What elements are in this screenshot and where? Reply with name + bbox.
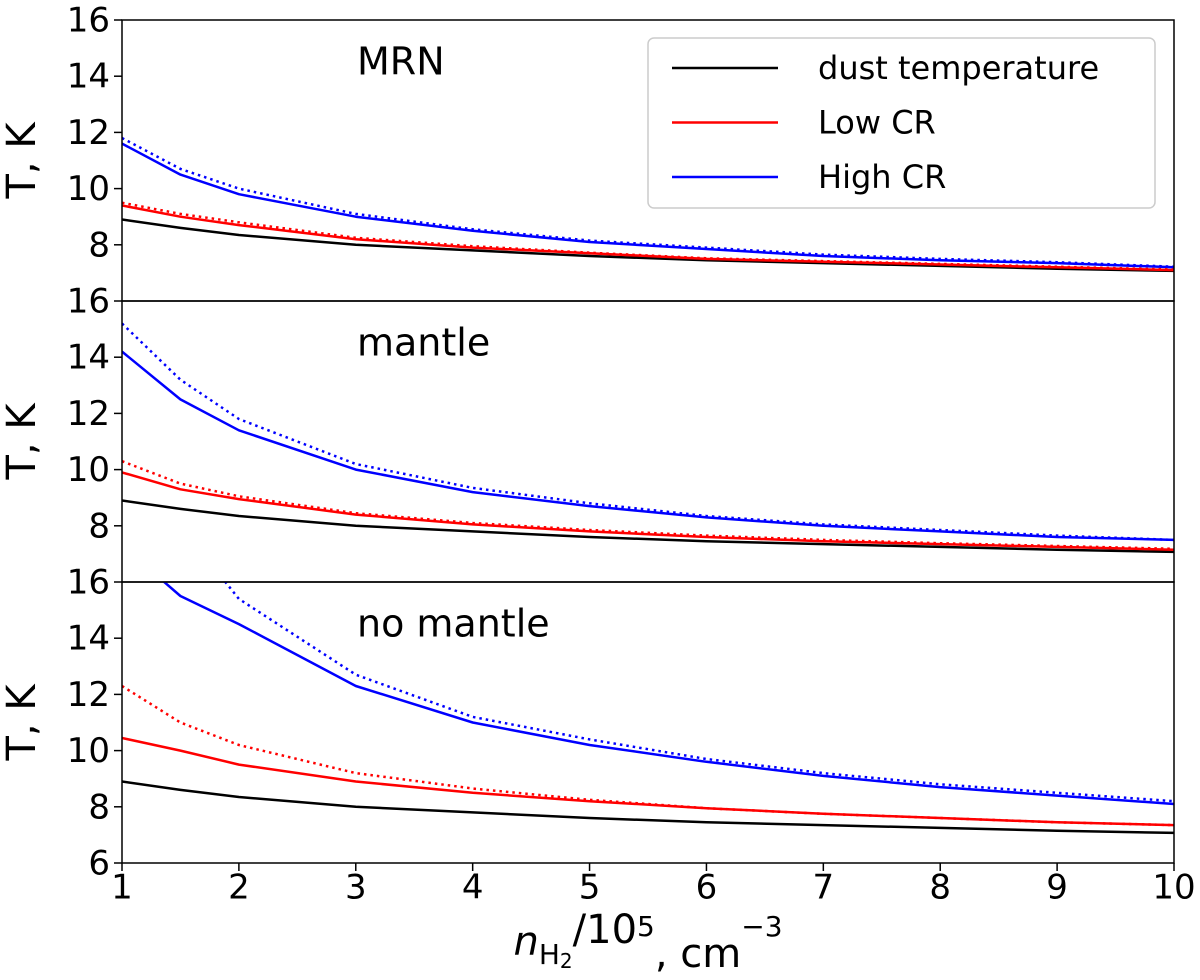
x-tick-label: 6: [696, 868, 718, 908]
legend-label: High CR: [818, 158, 946, 196]
x-axis-label-part: H: [539, 938, 560, 971]
line: [122, 499, 1174, 554]
x-tick-label: 2: [228, 868, 250, 908]
line: [122, 204, 1174, 272]
x-tick-label: 8: [929, 868, 951, 908]
x-tick-label: 10: [1152, 868, 1195, 908]
x-tick-label: 3: [345, 868, 367, 908]
y-tick-label: 14: [67, 57, 110, 97]
legend-box: [647, 37, 1156, 209]
x-axis-label-part: −3: [741, 910, 782, 943]
x-axis-label-part: , cm: [655, 931, 741, 977]
y-tick-label: 10: [67, 169, 110, 209]
line: [122, 322, 1174, 542]
x-axis-label-part: 2: [560, 949, 573, 973]
y-axis-label: T, K: [0, 121, 45, 200]
line: [223, 582, 1174, 803]
y-axis-label: T, K: [0, 402, 45, 481]
x-tick-label: 5: [579, 868, 601, 908]
x-axis-label-part: 5: [637, 910, 655, 943]
line: [122, 350, 1174, 542]
y-tick-label: 16: [67, 1, 110, 41]
x-axis-label-part: /10: [573, 907, 637, 953]
line: [122, 218, 1174, 273]
y-tick-label: 14: [67, 338, 110, 378]
x-tick-label: 9: [1046, 868, 1068, 908]
line: [122, 460, 1174, 551]
line: [122, 201, 1174, 271]
y-tick-label: 14: [67, 619, 110, 659]
x-tick-label: 4: [462, 868, 484, 908]
x-axis-label-part: n: [513, 919, 538, 965]
y-tick-label: 16: [67, 563, 110, 603]
panel-label: MRN: [357, 40, 445, 84]
line: [162, 582, 1174, 806]
y-tick-label: 6: [88, 844, 110, 884]
y-tick-label: 10: [67, 731, 110, 771]
y-tick-label: 16: [67, 282, 110, 322]
plot-area: [122, 322, 1174, 554]
y-tick-label: 12: [67, 113, 110, 153]
y-tick-label: 8: [88, 506, 110, 546]
x-tick-label: 7: [813, 868, 835, 908]
line: [122, 780, 1174, 835]
plot-area: [122, 582, 1174, 835]
y-tick-label: 8: [88, 787, 110, 827]
axes-frame: [121, 581, 1175, 864]
x-axis-label: nH2/105, cm−3: [513, 907, 782, 977]
line: [122, 736, 1174, 827]
y-tick-label: 12: [67, 675, 110, 715]
legend-label: Low CR: [818, 104, 936, 142]
plot-area: [122, 136, 1174, 273]
line: [122, 136, 1174, 268]
y-tick-label: 10: [67, 450, 110, 490]
y-tick-label: 8: [88, 225, 110, 265]
x-tick-label: 1: [111, 868, 133, 908]
y-tick-label: 12: [67, 394, 110, 434]
legend-label: dust temperature: [818, 49, 1099, 87]
y-axis-label: T, K: [0, 683, 45, 762]
panel-label: no mantle: [357, 602, 550, 646]
line: [122, 684, 1174, 827]
panel-label: mantle: [357, 321, 490, 365]
